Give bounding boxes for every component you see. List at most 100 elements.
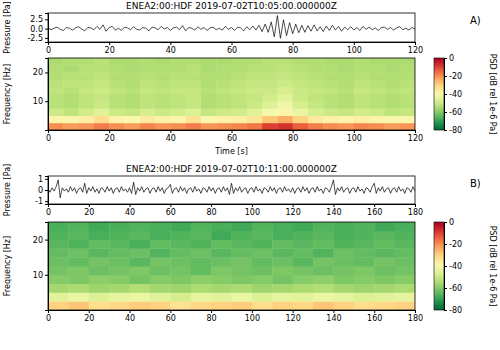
spectrogram-cell [109, 266, 130, 275]
spectrogram-cell [232, 248, 253, 257]
tick-mark [130, 204, 131, 207]
spectrogram-cell [170, 231, 191, 240]
spectrogram-cell [374, 240, 395, 249]
tick: 20 [33, 236, 48, 245]
spectrogram-cell [68, 240, 89, 249]
tick: 10 [33, 271, 48, 280]
spectrogram-cell [48, 240, 69, 249]
spectrogram-cell [308, 123, 324, 130]
x-axis: 020406080100120 [46, 130, 423, 143]
spectrogram-cell [400, 72, 415, 80]
spectrogram-cell [68, 222, 89, 231]
tick-mark [45, 240, 48, 241]
tick-mark [444, 288, 447, 289]
tick-label: -60 [449, 108, 462, 117]
tick: -80 [444, 306, 462, 315]
spectrogram-cell [384, 58, 400, 66]
spectrogram-cell [323, 94, 339, 102]
spectrogram-cell [211, 248, 232, 257]
tick-label: 0 [46, 134, 51, 143]
spectrogram-cell [48, 123, 64, 130]
figure: 020406080100120-2.50.02.5ENEA2:00:HDF 20… [0, 0, 500, 350]
spectrogram-cell [232, 240, 253, 249]
plot-area [48, 58, 415, 130]
spectrogram-cell [170, 292, 191, 301]
tick-label: 40 [125, 314, 135, 323]
spectrogram-cell [374, 257, 395, 266]
spectrogram-cell [211, 301, 232, 310]
spectrogram-cell [124, 123, 140, 130]
spectrogram-cell [130, 222, 151, 231]
spectrogram-cell [293, 292, 314, 301]
spectrogram-cell [140, 87, 156, 95]
spectrogram-cell [201, 72, 217, 80]
spectrogram-cell [262, 94, 278, 102]
y-axis-title: Frequency [Hz] [3, 64, 12, 124]
spectrogram-cell [191, 231, 212, 240]
spectrogram-cell [354, 266, 375, 275]
spectrogram-cell [63, 116, 79, 124]
tick-mark [444, 112, 447, 113]
spectrogram-cell [272, 248, 293, 257]
spectrogram-cell [79, 123, 95, 130]
tick-label: 0 [46, 46, 51, 55]
spectrogram-cell [308, 94, 324, 102]
tick-mark [170, 42, 171, 45]
tick-label: 80 [207, 208, 217, 217]
spectrogram-cell [262, 72, 278, 80]
axis-line [45, 223, 49, 311]
spectrogram-cell [48, 292, 69, 301]
spectrogram-cell [48, 222, 69, 231]
tick-label: 60 [166, 208, 176, 217]
spectrogram-cell [130, 266, 151, 275]
figure-svg: 020406080100120-2.50.02.5ENEA2:00:HDF 20… [0, 0, 500, 350]
tick: 120 [408, 130, 423, 143]
tick-mark [170, 310, 171, 313]
spectrogram-cell [109, 101, 125, 109]
spectrogram-cell [333, 257, 354, 266]
tick-label: 160 [367, 208, 382, 217]
spectrogram-cell [354, 123, 370, 130]
spectrogram-cell [109, 108, 125, 116]
waveform-line [48, 16, 415, 39]
spectrogram-cell [333, 222, 354, 231]
spectrogram-cell [63, 101, 79, 109]
spectrogram-cell [79, 101, 95, 109]
spectrogram-cell [369, 116, 385, 124]
spectrogram-cell [109, 58, 125, 66]
spectrogram-cell [211, 292, 232, 301]
spectrogram-cell [109, 240, 130, 249]
tick-mark [109, 130, 110, 133]
tick: 0 [46, 42, 51, 55]
spectrogram-cell [186, 101, 202, 109]
spectrogram-cell [272, 240, 293, 249]
tick-label: 180 [408, 314, 423, 323]
tick: 0 [444, 218, 454, 227]
tick-label: 10 [33, 97, 43, 106]
tick-label: -40 [449, 262, 462, 271]
spectrogram-cell [400, 116, 415, 124]
spectrogram-cell [201, 94, 217, 102]
tick: 20 [105, 42, 115, 55]
colorbar-axis: 0-20-40-60-80 [444, 54, 462, 135]
spectrogram-cell [252, 284, 273, 293]
spectrogram-cell [63, 94, 79, 102]
spectrogram-cell [395, 301, 415, 310]
spectrogram-cell [186, 80, 202, 88]
spectrogram-cell [201, 65, 217, 73]
spectrogram-cell [94, 94, 110, 102]
spectrogram-cell [201, 101, 217, 109]
spectrogram-cell [94, 72, 110, 80]
tick: 2.5 [30, 15, 48, 24]
spectrogram-cell [130, 275, 151, 284]
spectrogram-cell [272, 266, 293, 275]
spectrogram-cell [293, 231, 314, 240]
spectrogram-cell [277, 65, 293, 73]
spectrogram-cell [63, 123, 79, 130]
spectrogram-cell [109, 292, 130, 301]
spectrogram-cell [354, 72, 370, 80]
spectrogram-cell [313, 301, 334, 310]
tick-label: 0 [449, 54, 454, 63]
spectrogram-cell [94, 108, 110, 116]
spectrogram-cell [94, 65, 110, 73]
